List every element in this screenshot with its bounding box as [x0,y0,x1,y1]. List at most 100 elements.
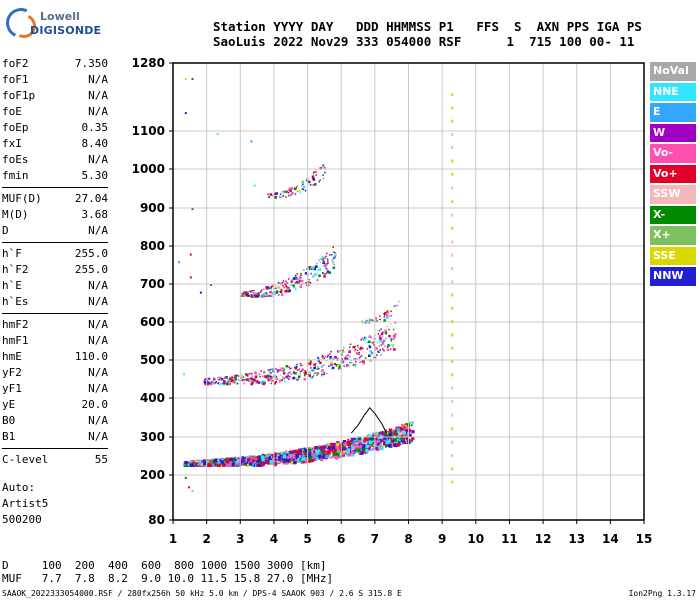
echo-point [303,370,307,373]
echo-point [380,354,382,356]
echo-point [274,192,277,196]
echo-point [380,439,383,441]
echo-point [258,459,263,463]
echo-point [325,447,329,451]
echo-point [306,284,308,286]
echo-point [282,194,284,197]
echo-point [208,463,212,467]
echo-point [296,277,299,281]
echo-point [216,463,219,466]
echo-point [360,441,365,446]
echo-point [208,381,210,384]
echo-point [288,454,293,458]
echo-point [337,351,339,353]
echo-point [217,460,222,464]
echo-point [228,382,231,386]
echo-point [334,254,337,257]
echo-point [359,361,361,364]
echo-point [208,378,211,380]
echo-point [312,172,315,175]
echo-point [302,188,305,191]
param-row: foEs N/A [2,152,108,168]
echo-point [283,460,285,462]
echo-point [252,462,256,466]
param-row: yF1 N/A [2,381,108,397]
param-label: hmF2 [2,318,29,331]
file-info-footer: SAAOK_2022333054000.RSF / 280fx256h 50 k… [2,589,402,598]
echo-point [383,349,385,352]
polarization-legend: NoVal NNE E W Vo- Vo+ SSW X- X+ SSE NNW [650,62,696,288]
echo-point [323,275,326,278]
echo-point [250,290,252,293]
echo-point [253,292,255,294]
echo-point [253,289,255,292]
echo-point [294,282,297,284]
echo-point [289,371,291,373]
echo-point [379,446,384,450]
y-tick-label: 900 [140,201,165,215]
param-label: fmin [2,169,29,182]
echo-point [249,378,252,381]
echo-point [317,357,321,361]
echo-point [311,369,314,372]
echo-point [269,377,271,380]
echo-point [386,310,389,312]
echo-point [351,450,355,454]
echo-point [327,446,331,450]
echo-point [308,284,310,286]
echo-point [309,372,312,374]
echo-point [366,437,370,441]
echo-point [366,439,369,442]
marker-segment [451,119,454,123]
echo-point [300,459,303,461]
echo-point [282,372,286,375]
echo-point [341,361,344,363]
echo-point [312,184,315,186]
echo-point [217,382,219,384]
echo-point [261,375,264,378]
echo-point [197,463,200,466]
echo-point [215,382,217,384]
echo-point [270,286,272,289]
echo-point [243,294,246,297]
echo-point [298,459,301,462]
echo-point [310,360,312,362]
echo-point [250,140,253,143]
echo-point [313,267,316,271]
param-value: N/A [88,430,108,443]
echo-point [285,285,288,288]
echo-point [309,278,311,281]
marker-segment [451,227,454,230]
echo-point [376,320,378,322]
echo-point [264,291,266,294]
echo-point [308,268,311,271]
echo-point [264,375,267,378]
echo-point [247,374,249,377]
echo-point [387,312,389,314]
echo-point [235,376,237,378]
echo-point [276,456,279,459]
echo-point [357,443,360,446]
echo-point [231,376,233,379]
echo-point [330,456,333,459]
echo-point [368,354,371,357]
echo-point [302,279,304,282]
param-label: fxI [2,137,22,150]
logo-text-digisonde: DIGISONDE [30,24,102,37]
echo-point [287,291,290,294]
echo-point [379,318,381,321]
echo-point [284,290,287,293]
echo-point [315,450,319,454]
echo-point [222,382,224,384]
echo-point [380,332,384,336]
echo-point [315,362,317,365]
echo-point [324,171,326,174]
echo-point [324,355,327,357]
echo-point [389,315,392,317]
echo-point [341,358,343,360]
echo-point [187,463,190,466]
echo-point [332,455,335,458]
echo-point [295,377,297,379]
echo-point [197,460,202,464]
echo-point [191,490,194,492]
